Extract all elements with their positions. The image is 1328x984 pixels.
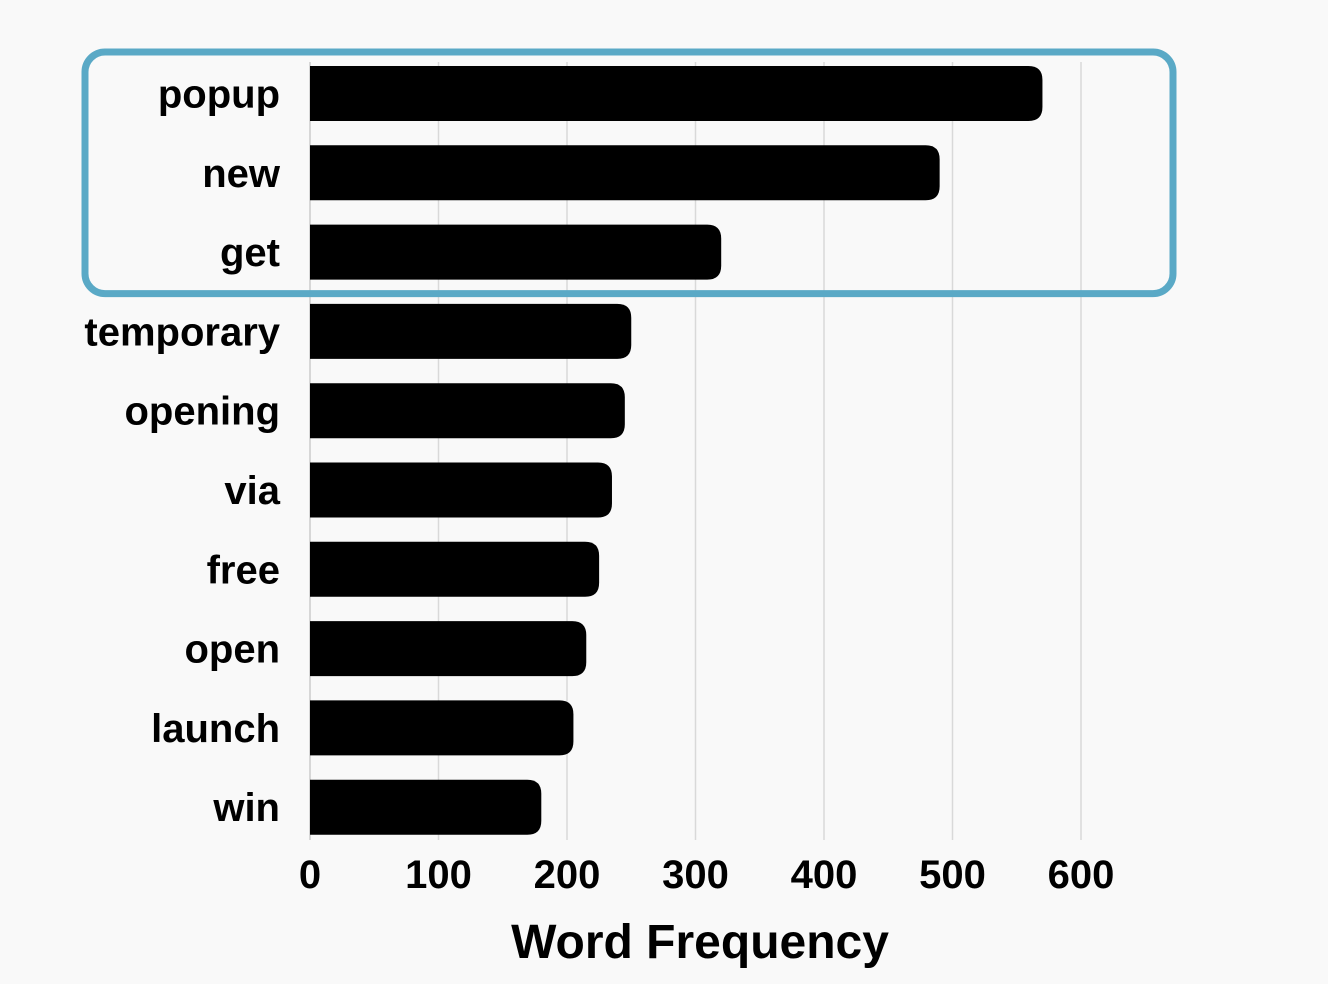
x-axis-ticks: 0 100 200 300 400 500 600 [299, 853, 1115, 897]
category-label: win [212, 786, 280, 830]
bar [310, 779, 542, 835]
x-tick-label: 100 [405, 853, 472, 897]
category-labels: popup new get temporary opening via free open la… [84, 73, 281, 831]
bar [310, 303, 632, 359]
bar [310, 145, 940, 201]
x-tick-label: 200 [534, 853, 601, 897]
x-tick-label: 600 [1048, 853, 1115, 897]
bars [310, 66, 1043, 835]
bar [310, 224, 722, 280]
x-tick-label: 400 [791, 853, 858, 897]
x-tick-label: 0 [299, 853, 321, 897]
category-label: popup [158, 73, 280, 117]
x-axis-title: Word Frequency [511, 916, 889, 969]
bar [310, 462, 612, 518]
category-label: new [202, 152, 281, 196]
bar [310, 621, 587, 677]
category-label: via [224, 469, 280, 513]
bar [310, 541, 600, 597]
category-label: get [220, 231, 280, 275]
x-tick-label: 300 [662, 853, 729, 897]
highlight-box [81, 48, 1177, 298]
category-label: opening [124, 390, 280, 434]
category-label: open [184, 628, 280, 672]
bar [310, 700, 574, 756]
category-label: temporary [84, 310, 280, 354]
category-label: launch [151, 707, 280, 751]
bar [310, 66, 1043, 121]
bar [310, 383, 625, 439]
highlight-box-group [81, 48, 1177, 298]
category-label: free [207, 548, 280, 592]
x-tick-label: 500 [919, 853, 986, 897]
